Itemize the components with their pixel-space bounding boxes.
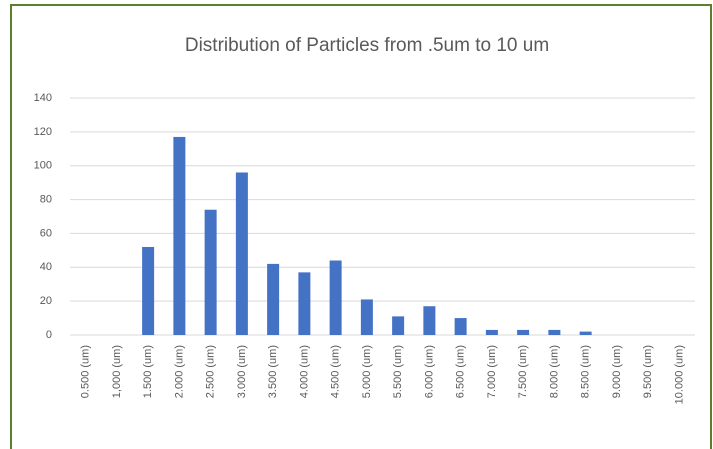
x-tick-label: 5.000 (um) [361,345,373,398]
x-tick-label: 0.500 (um) [80,345,92,398]
bar [548,329,561,335]
y-tick-label: 100 [34,160,52,172]
y-tick-label: 60 [40,227,52,239]
x-tick-label: 9.500 (um) [642,345,654,398]
bar [392,316,405,335]
bar [298,272,311,335]
x-tick-label: 9.000 (um) [611,345,623,398]
bar [579,331,592,335]
bar [423,306,436,335]
x-tick-label: 2.500 (um) [205,345,217,398]
x-tick-label: 1.500 (um) [142,345,154,398]
x-tick-label: 10.000 (um) [673,345,685,404]
y-tick-label: 140 [34,92,52,104]
y-tick-label: 20 [40,295,52,307]
x-tick-label: 1,000 (um) [111,345,123,398]
x-tick-label: 8.000 (um) [548,345,560,398]
bar [329,260,342,335]
bar [235,172,248,335]
bar [173,136,186,335]
bar [454,318,467,335]
x-tick-label: 6.000 (um) [423,345,435,398]
bar [267,263,280,335]
chart-title: Distribution of Particles from .5um to 1… [185,35,549,56]
bar [517,329,530,335]
y-tick-label: 0 [46,329,52,341]
x-tick-label: 8.500 (um) [580,345,592,398]
x-tick-label: 4.500 (um) [330,345,342,398]
x-tick-label: 7.500 (um) [517,345,529,398]
x-tick-label: 5.500 (um) [392,345,404,398]
bar [360,299,373,335]
x-tick-label: 3.000 (um) [236,345,248,398]
bar [485,329,498,335]
bar [142,246,155,335]
x-tick-label: 7.000 (um) [486,345,498,398]
x-tick-label: 6.500 (um) [455,345,467,398]
x-tick-label: 4.000 (um) [298,345,310,398]
y-tick-label: 80 [40,193,52,205]
y-tick-label: 40 [40,261,52,273]
x-tick-label: 2.000 (um) [173,345,185,398]
y-tick-label: 120 [34,126,52,138]
bar [204,209,217,335]
x-tick-label: 3.500 (um) [267,345,279,398]
chart-border [10,4,712,449]
